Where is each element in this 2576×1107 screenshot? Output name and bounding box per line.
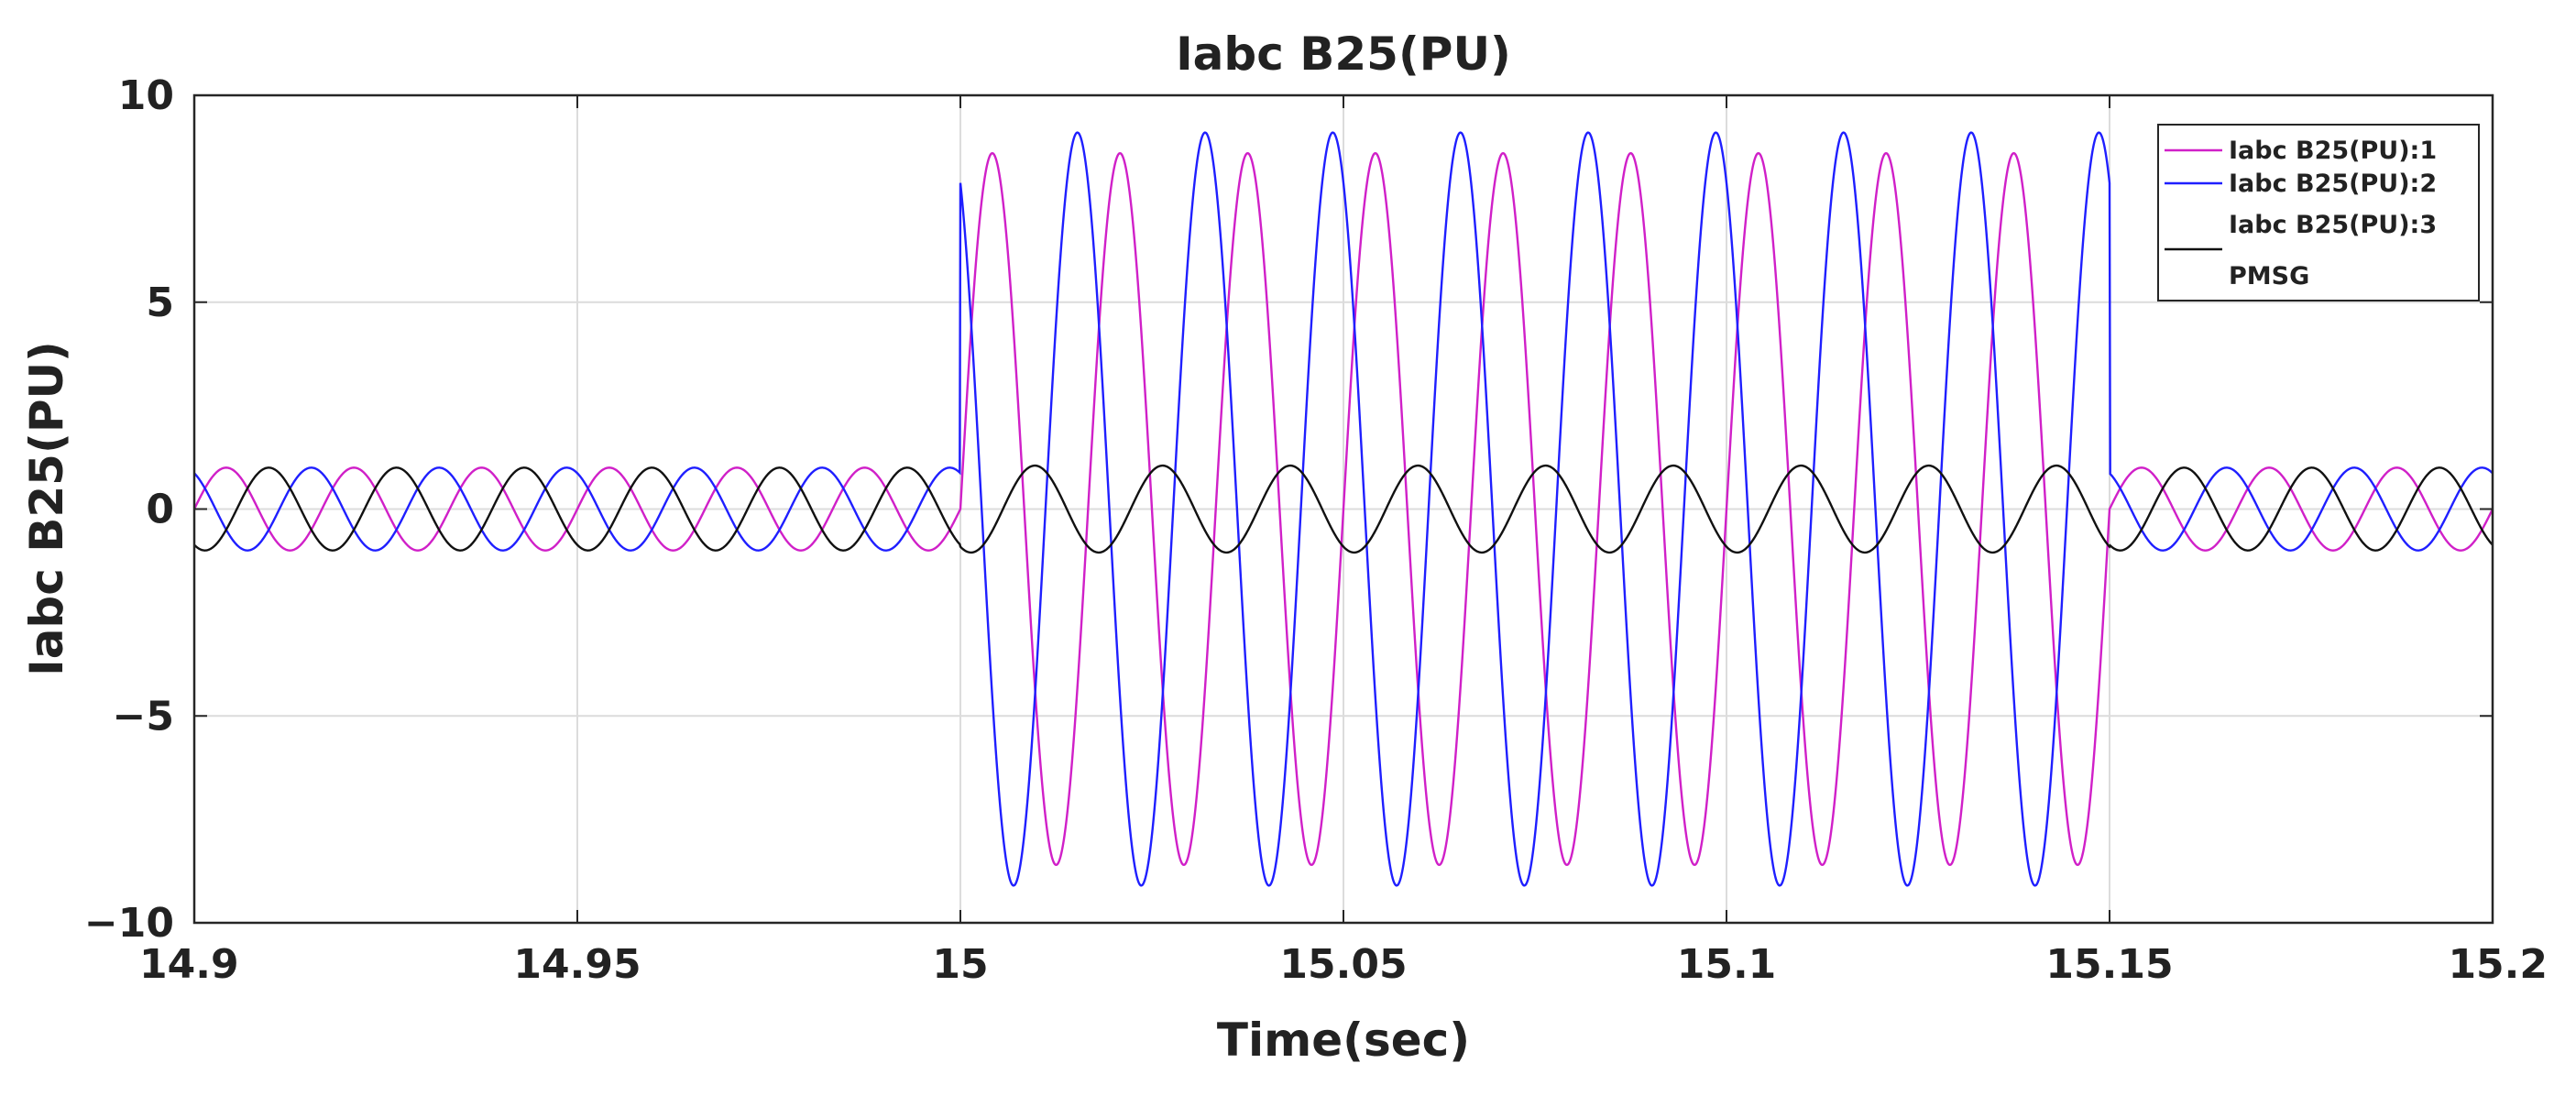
series-line-1 [192, 151, 2494, 867]
x-tick-label: 14.9 [139, 941, 239, 988]
y-axis-label: Iabc B25(PU) [20, 341, 73, 676]
x-tick-label: 15.15 [2045, 941, 2173, 988]
series-line-3 [193, 464, 2494, 554]
legend-entry-pmsg: PMSG [2229, 262, 2309, 290]
legend: Iabc B25(PU):1 Iabc B25(PU):2 Iabc B25(P… [2157, 124, 2480, 301]
y-tick-label: −10 [84, 900, 174, 947]
legend-entry-1: Iabc B25(PU):1 [2229, 137, 2437, 165]
legend-entry-2: Iabc B25(PU):2 [2229, 170, 2437, 198]
y-tick-label: 5 [146, 279, 174, 326]
x-tick-label: 15.1 [1677, 941, 1777, 988]
x-tick-label: 15.05 [1279, 941, 1407, 988]
x-tick-label: 14.95 [513, 941, 641, 988]
y-tick-label: 10 [118, 72, 174, 119]
axis-ticks: 14.9 14.95 15 15.05 15.1 15.15 15.2 −10 −5 0 5 10 [84, 72, 2548, 988]
x-tick-label: 15 [932, 941, 988, 988]
chart-title: Iabc B25(PU) [1176, 27, 1511, 81]
legend-entry-3: Iabc B25(PU):3 [2229, 211, 2437, 239]
series-line-2 [193, 131, 2494, 887]
x-axis-label: Time(sec) [1217, 1014, 1470, 1067]
legend-box [2157, 124, 2480, 301]
y-tick-label: −5 [113, 693, 174, 740]
x-tick-label: 15.2 [2448, 941, 2548, 988]
series-lines [192, 131, 2494, 887]
y-tick-label: 0 [146, 487, 174, 533]
